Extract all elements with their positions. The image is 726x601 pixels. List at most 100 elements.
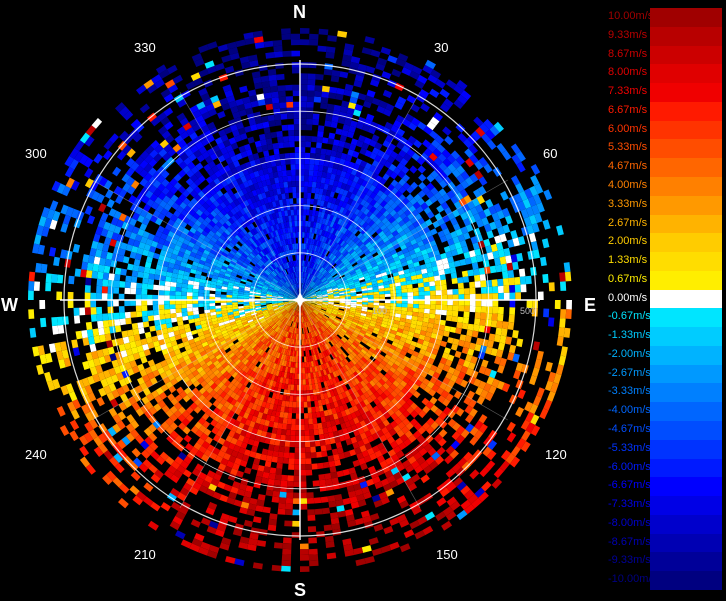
velocity-cell	[288, 413, 293, 419]
velocity-cell	[303, 209, 306, 215]
velocity-cell	[309, 560, 319, 566]
velocity-cell	[369, 537, 379, 545]
velocity-cell	[295, 436, 300, 442]
velocity-cell	[114, 319, 120, 326]
velocity-cell	[515, 292, 521, 300]
velocity-cell	[353, 547, 363, 555]
velocity-cell	[295, 362, 298, 368]
velocity-cell	[98, 328, 105, 336]
velocity-cell	[307, 198, 311, 204]
velocity-cell	[509, 315, 515, 323]
velocity-cell	[300, 158, 305, 164]
velocity-cell	[510, 293, 516, 301]
velocity-cell	[339, 71, 348, 78]
velocity-cell	[314, 497, 322, 503]
velocity-cell	[286, 492, 293, 498]
velocity-cell	[303, 390, 307, 396]
velocity-cell	[300, 79, 308, 85]
velocity-cell	[305, 141, 311, 147]
velocity-cell	[290, 390, 294, 396]
velocity-cell	[181, 308, 187, 313]
velocity-cell	[327, 35, 337, 42]
velocity-cell	[497, 314, 503, 322]
velocity-cell	[447, 300, 453, 305]
velocity-cell	[498, 342, 505, 350]
velocity-cell	[287, 481, 294, 487]
velocity-cell	[295, 442, 300, 448]
velocity-cell	[321, 149, 327, 155]
velocity-cell	[191, 519, 201, 528]
velocity-cell	[52, 326, 59, 335]
velocity-cell	[370, 513, 380, 521]
velocity-cell	[300, 430, 305, 436]
velocity-cell	[559, 318, 566, 328]
velocity-cell	[308, 413, 313, 419]
velocity-cell	[281, 560, 291, 566]
velocity-cell	[470, 300, 476, 306]
velocity-cell	[132, 323, 139, 330]
velocity-cell	[295, 453, 301, 459]
velocity-cell	[303, 204, 307, 210]
velocity-cell	[370, 49, 380, 57]
velocity-cell	[289, 453, 295, 459]
velocity-cell	[292, 521, 300, 527]
velocity-cell	[292, 407, 296, 413]
velocity-cell	[300, 504, 307, 510]
velocity-cell	[328, 92, 336, 99]
velocity-cell	[310, 435, 315, 441]
velocity-cell	[304, 181, 308, 187]
velocity-cell	[472, 331, 479, 338]
velocity-cell	[300, 459, 306, 465]
velocity-cell	[305, 447, 311, 453]
velocity-cell	[263, 507, 271, 514]
velocity-cell	[457, 317, 463, 323]
velocity-cell	[309, 424, 314, 430]
velocity-cell	[305, 453, 311, 459]
velocity-cell	[302, 226, 305, 232]
velocity-cell	[362, 47, 372, 55]
velocity-cell	[558, 327, 565, 337]
velocity-cell	[396, 289, 402, 293]
velocity-cell	[515, 285, 521, 293]
velocity-cell	[454, 260, 461, 267]
velocity-cell	[319, 29, 329, 35]
velocity-cell	[292, 532, 300, 538]
velocity-cell	[295, 430, 300, 436]
velocity-cell	[303, 385, 306, 391]
velocity-cell	[404, 529, 415, 538]
velocity-cell	[430, 291, 436, 296]
velocity-cell	[187, 311, 193, 316]
velocity-cell	[418, 308, 424, 313]
velocity-cell	[331, 121, 338, 128]
velocity-cell	[315, 509, 323, 515]
velocity-cell	[424, 282, 430, 287]
velocity-cell	[312, 182, 317, 188]
velocity-cell	[289, 396, 293, 402]
velocity-cell	[294, 470, 300, 476]
velocity-cell	[306, 210, 310, 216]
velocity-cell	[308, 418, 313, 424]
velocity-cell	[293, 396, 297, 402]
velocity-cell	[556, 364, 564, 375]
velocity-cell	[285, 509, 293, 515]
velocity-cell	[418, 312, 424, 317]
velocity-cell	[497, 279, 503, 287]
velocity-cell	[430, 300, 436, 305]
velocity-cell	[424, 313, 430, 318]
velocity-cell	[420, 103, 430, 112]
velocity-cell	[480, 313, 486, 320]
velocity-cell	[502, 271, 509, 279]
velocity-cell	[300, 476, 306, 482]
velocity-cell	[409, 165, 417, 173]
velocity-cell	[498, 307, 504, 314]
velocity-cell	[310, 147, 316, 153]
velocity-cell	[513, 370, 521, 380]
velocity-cell	[429, 314, 435, 319]
velocity-cell	[475, 312, 481, 319]
velocity-cell	[560, 309, 566, 319]
velocity-cell	[301, 328, 302, 334]
velocity-cell	[288, 407, 292, 413]
velocity-cell	[462, 323, 469, 330]
velocity-cell	[510, 230, 518, 239]
velocity-cell	[492, 307, 498, 314]
